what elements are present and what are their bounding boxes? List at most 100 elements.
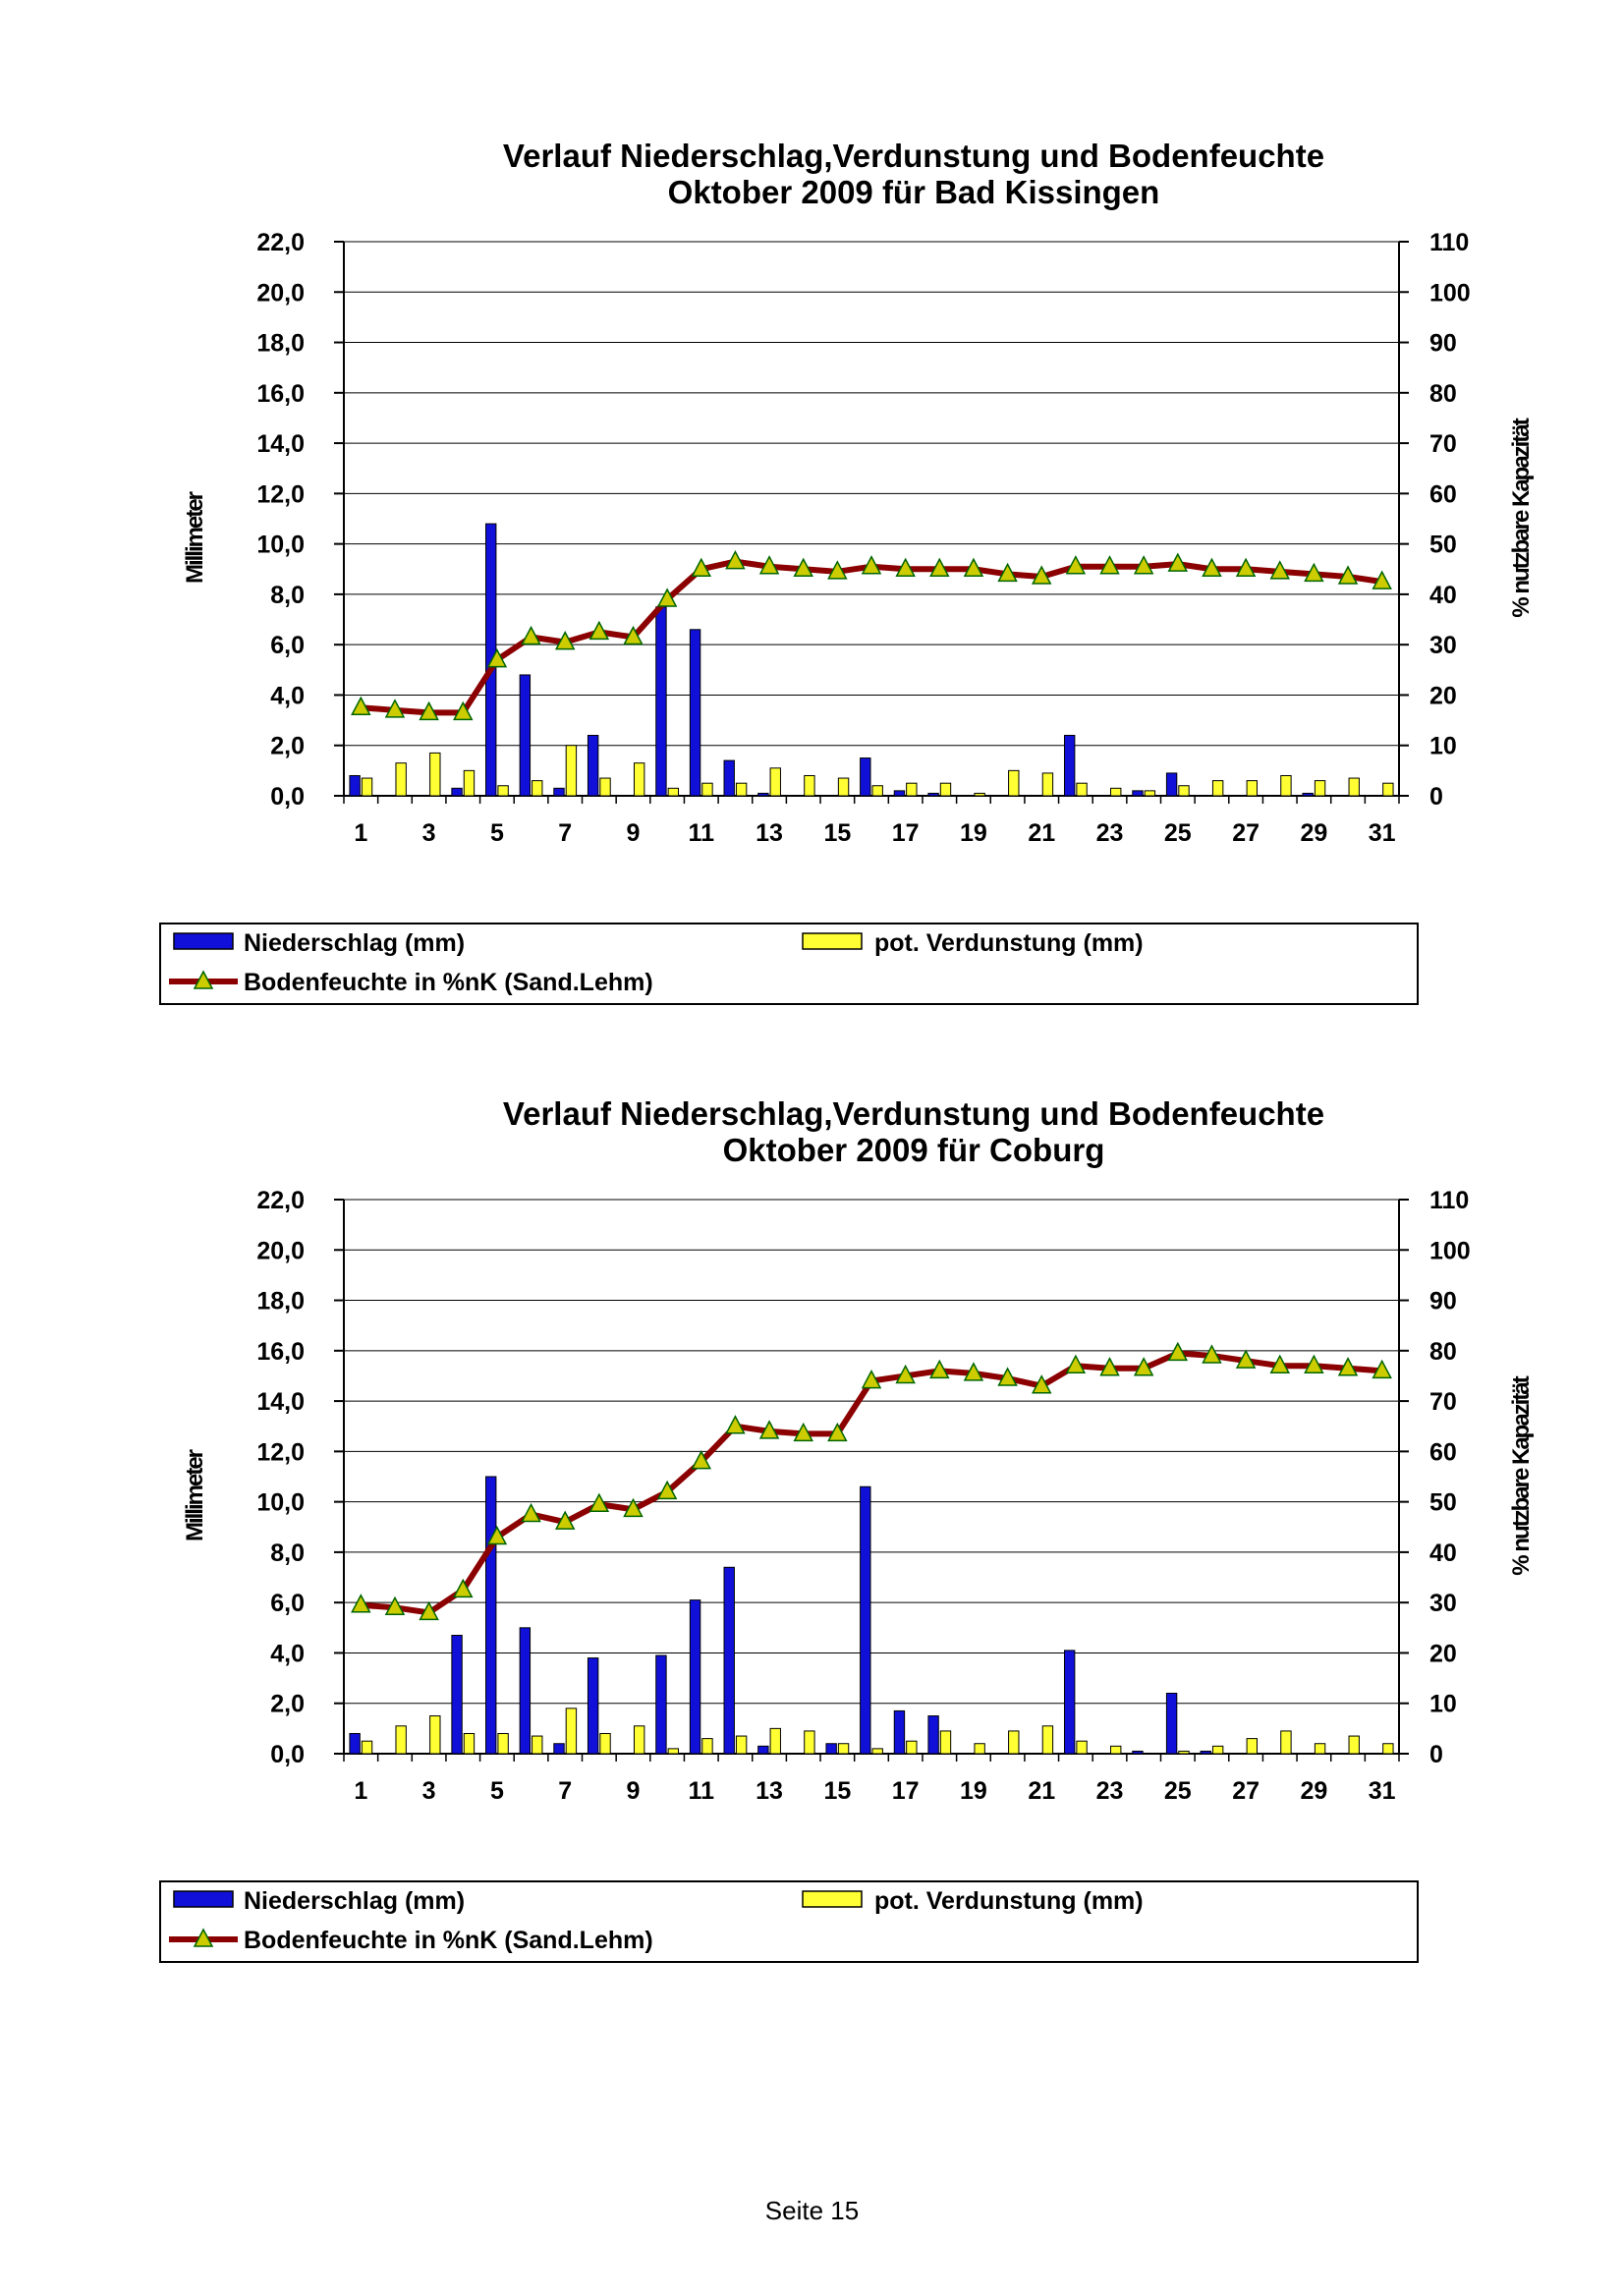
x-tick-label: 27	[1232, 1777, 1260, 1805]
evap-bar	[1008, 1730, 1020, 1755]
evap-bar	[974, 1743, 985, 1755]
x-tick-label: 7	[558, 819, 572, 847]
soil-moisture-point	[1202, 557, 1222, 578]
soil-moisture-point	[963, 1362, 984, 1381]
x-tick-label: 1	[354, 819, 367, 847]
evap-bar	[906, 782, 918, 797]
evap-bar	[1041, 772, 1054, 797]
soil-moisture-point	[656, 1480, 678, 1500]
y2-tick-label: 0	[1429, 783, 1443, 811]
y-tick-label: 16,0	[256, 380, 305, 408]
precip-bar	[1302, 792, 1314, 797]
precip-bar	[1063, 1650, 1076, 1755]
evap-bar	[974, 792, 985, 797]
x-tick-label: 13	[756, 1777, 783, 1805]
y-tick-label: 0,0	[270, 783, 305, 811]
y-tick-label: 22,0	[256, 229, 305, 256]
y2-tick-label: 70	[1429, 1388, 1457, 1416]
soil-moisture-point	[929, 557, 950, 578]
evap-bar	[1280, 1730, 1292, 1755]
y-axis-label: Millimeter	[182, 491, 208, 584]
soil-moisture-point	[554, 631, 576, 650]
y2-tick-label: 70	[1429, 430, 1457, 458]
chart-title: Verlauf Niederschlag,Verdunstung und Bod…	[503, 1095, 1324, 1132]
precip-bar	[655, 1654, 667, 1755]
y2-tick-label: 30	[1429, 632, 1457, 659]
evap-bar	[769, 1727, 781, 1755]
precip-bar	[860, 1485, 871, 1755]
precip-bar	[1165, 772, 1178, 797]
y-tick-label: 20,0	[256, 1237, 305, 1264]
y-tick-label: 12,0	[256, 480, 305, 508]
soil-moisture-point	[1202, 1344, 1222, 1364]
legend-swatch-precip	[173, 932, 234, 950]
evap-bar	[1076, 782, 1088, 797]
evap-bar	[837, 1743, 850, 1755]
evap-bar	[1110, 1745, 1122, 1755]
evap-bar	[1382, 1743, 1394, 1755]
evap-bar	[701, 782, 713, 797]
evap-bar	[1178, 1750, 1190, 1755]
y-tick-label: 16,0	[256, 1338, 305, 1366]
soil-moisture-point	[1269, 1354, 1290, 1373]
evap-bar	[1211, 780, 1224, 797]
soil-moisture-point	[384, 699, 406, 718]
soil-moisture-point	[861, 555, 882, 575]
soil-moisture-point	[1372, 570, 1392, 589]
legend-label-evap: pot. Verdunstung (mm)	[874, 929, 1144, 957]
soil-moisture-point	[588, 1492, 610, 1512]
legend-swatch-evap	[802, 1890, 863, 1908]
soil-moisture-point	[997, 562, 1018, 583]
soil-moisture-point	[351, 696, 371, 716]
soil-moisture-point	[623, 1497, 644, 1518]
evap-bar	[1314, 1743, 1326, 1755]
y2-tick-label: 80	[1429, 380, 1457, 408]
x-tick-label: 7	[558, 1777, 572, 1805]
soil-moisture-point	[1167, 552, 1189, 572]
y-tick-label: 6,0	[270, 1590, 305, 1617]
evap-bar	[1348, 1735, 1360, 1755]
x-tick-label: 3	[422, 1777, 436, 1805]
y2-tick-label: 50	[1429, 1489, 1457, 1517]
soil-moisture-point	[691, 557, 712, 578]
soil-moisture-point	[419, 700, 439, 721]
precip-bar	[587, 734, 599, 797]
y2-tick-label: 10	[1429, 733, 1457, 760]
precip-bar	[655, 606, 667, 797]
y2-tick-label: 50	[1429, 532, 1457, 559]
legend-box	[159, 1880, 1419, 1963]
precip-bar	[723, 759, 735, 797]
y2-axis-label: % nutzbare Kapazität	[1508, 1375, 1535, 1575]
evap-bar	[361, 777, 373, 797]
evap-bar	[837, 777, 850, 797]
legend-label-evap: pot. Verdunstung (mm)	[874, 1887, 1144, 1915]
y2-tick-label: 100	[1429, 1237, 1471, 1264]
y-tick-label: 4,0	[270, 682, 305, 709]
precip-bar	[451, 1635, 463, 1755]
soil-moisture-point	[1031, 1374, 1052, 1394]
precip-bar	[349, 774, 361, 797]
precip-bar	[893, 1709, 906, 1755]
x-tick-label: 5	[490, 819, 504, 847]
chart-svg: Verlauf Niederschlag,Verdunstung und Bod…	[159, 1095, 1535, 1963]
evap-bar	[871, 1748, 883, 1755]
soil-moisture-point	[1099, 555, 1120, 575]
x-tick-label: 29	[1300, 819, 1327, 847]
x-tick-label: 25	[1164, 1777, 1192, 1805]
soil-moisture-point	[1235, 1349, 1257, 1369]
precip-bar	[451, 787, 463, 797]
y-tick-label: 10,0	[256, 1489, 305, 1517]
evap-bar	[667, 787, 680, 797]
x-tick-label: 31	[1369, 1777, 1396, 1805]
soil-moisture-point	[1133, 555, 1154, 575]
y2-tick-label: 20	[1429, 682, 1457, 709]
page-footer: Seite 15	[764, 2196, 860, 2225]
precip-bar	[1132, 790, 1144, 797]
soil-moisture-point	[861, 1369, 882, 1389]
evap-bar	[633, 762, 645, 797]
y2-tick-label: 10	[1429, 1691, 1457, 1718]
y-tick-label: 18,0	[256, 1288, 305, 1316]
evap-bar	[1280, 774, 1292, 797]
soil-moisture-point	[1099, 1357, 1120, 1376]
legend-swatch-evap	[802, 932, 863, 950]
